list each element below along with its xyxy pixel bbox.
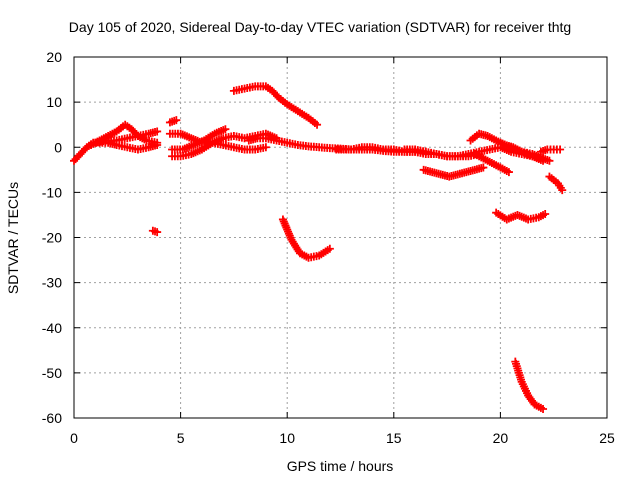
chart-title: Day 105 of 2020, Sidereal Day-to-day VTE… — [68, 19, 572, 35]
data-points — [70, 82, 567, 413]
x-tick-labels: 0 5 10 15 20 25 — [70, 430, 615, 446]
data-point — [558, 186, 567, 195]
x-tick-label: 25 — [599, 430, 615, 446]
data-point — [153, 228, 162, 237]
data-point — [539, 404, 548, 413]
x-tick-label: 0 — [70, 430, 78, 446]
y-tick-label: -10 — [42, 184, 62, 200]
axis-ticks — [73, 56, 608, 419]
series-arc-16 — [470, 150, 513, 177]
series-arc-3 — [91, 127, 162, 147]
series-arc-19 — [511, 357, 548, 413]
data-point — [313, 120, 322, 129]
data-point — [545, 156, 554, 165]
data-point — [153, 127, 162, 136]
y-tick-label: -30 — [42, 275, 62, 291]
y-tick-label: 0 — [54, 139, 62, 155]
y-tick-label: -50 — [42, 365, 62, 381]
series-arc-4 — [148, 226, 162, 237]
series-arc-8 — [168, 125, 230, 154]
y-tick-label: -20 — [42, 230, 62, 246]
series-arc-1 — [70, 138, 162, 165]
x-tick-label: 15 — [386, 430, 402, 446]
x-tick-label: 5 — [177, 430, 185, 446]
data-point — [153, 138, 162, 147]
y-axis-label: SDTVAR / TECUs — [5, 182, 21, 294]
series-arc-21 — [545, 172, 567, 195]
series-arc-10 — [229, 82, 322, 129]
series-arc-18 — [492, 208, 550, 224]
data-point — [479, 163, 488, 172]
y-tick-label: 20 — [46, 49, 62, 65]
data-point — [172, 116, 181, 125]
y-tick-labels: -60 -50 -40 -30 -20 -10 0 10 20 — [42, 49, 62, 426]
series-arc-5 — [165, 116, 181, 127]
x-tick-label: 10 — [279, 430, 295, 446]
data-point — [221, 125, 230, 134]
data-point — [504, 168, 513, 177]
series-arc-11 — [278, 215, 334, 262]
series-arc-14 — [419, 163, 488, 181]
y-tick-label: -40 — [42, 320, 62, 336]
x-axis-label: GPS time / hours — [287, 458, 394, 474]
data-point — [556, 145, 565, 154]
x-tick-label: 20 — [493, 430, 509, 446]
series-arc-17 — [496, 138, 554, 165]
series-arc-20 — [536, 145, 565, 156]
data-point — [325, 244, 334, 253]
y-tick-label: -60 — [42, 410, 62, 426]
grid-lines — [74, 57, 607, 418]
y-tick-label: 10 — [46, 94, 62, 110]
data-point — [261, 143, 270, 152]
data-point — [541, 210, 550, 219]
